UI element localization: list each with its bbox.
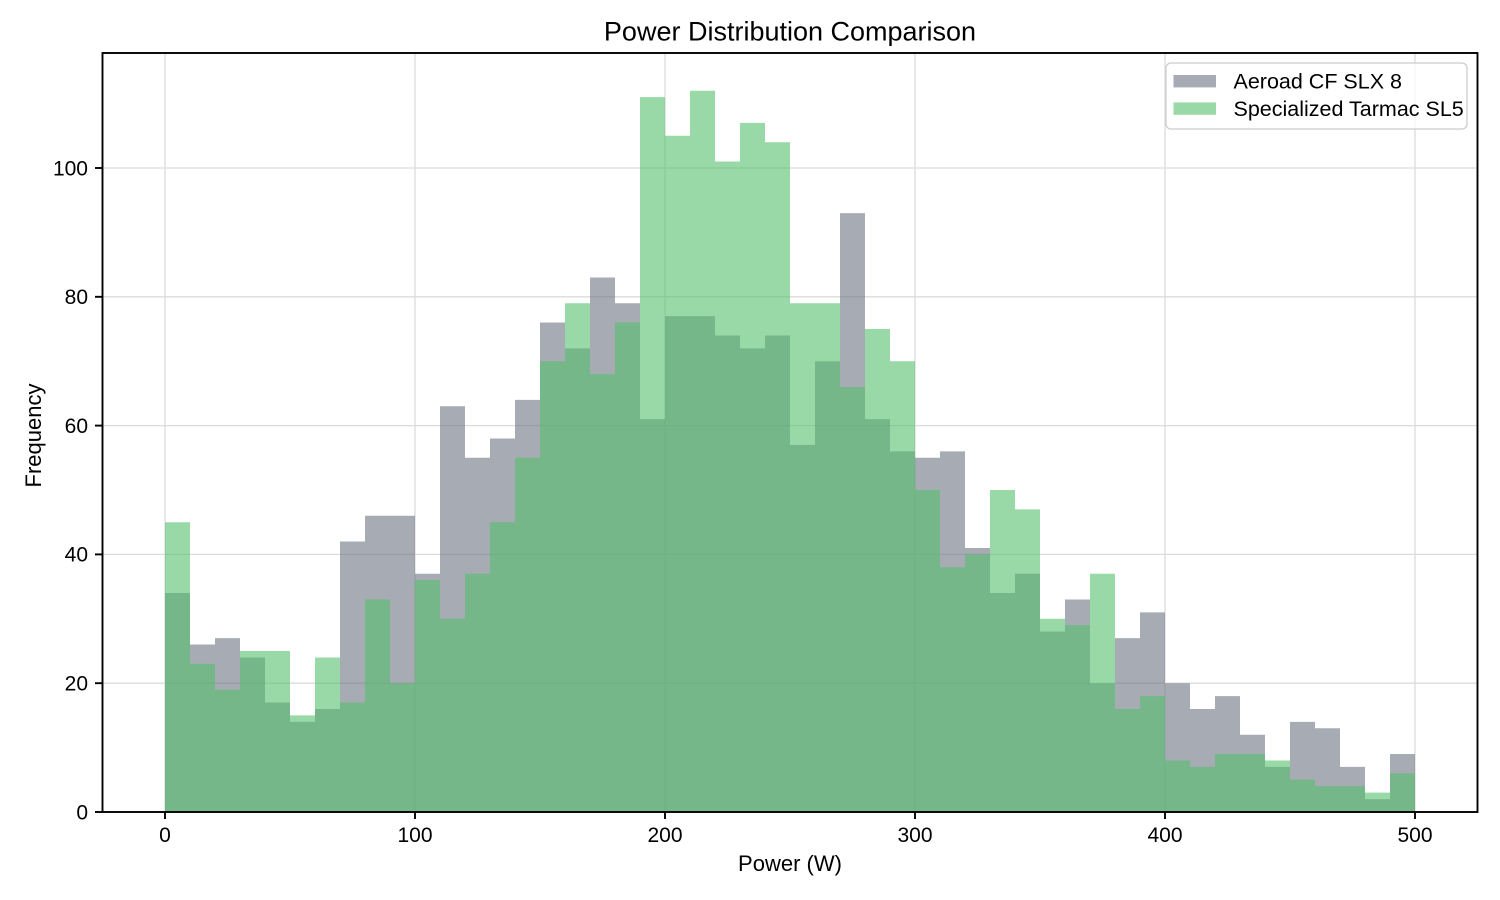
svg-text:100: 100	[53, 157, 88, 180]
svg-text:100: 100	[397, 824, 432, 847]
svg-text:20: 20	[65, 673, 88, 696]
svg-text:400: 400	[1147, 824, 1182, 847]
svg-text:500: 500	[1397, 824, 1432, 847]
svg-text:200: 200	[647, 824, 682, 847]
svg-text:60: 60	[65, 415, 88, 438]
svg-text:Aeroad CF SLX 8: Aeroad CF SLX 8	[1234, 70, 1403, 94]
svg-text:Power Distribution Comparison: Power Distribution Comparison	[604, 17, 976, 47]
svg-text:300: 300	[897, 824, 932, 847]
svg-text:0: 0	[76, 801, 88, 824]
svg-text:Specialized Tarmac SL5: Specialized Tarmac SL5	[1234, 97, 1464, 121]
svg-text:0: 0	[159, 824, 171, 847]
svg-text:Power (W): Power (W)	[738, 851, 842, 876]
svg-text:Frequency: Frequency	[21, 384, 46, 488]
svg-text:80: 80	[65, 286, 88, 309]
svg-text:40: 40	[65, 544, 88, 567]
